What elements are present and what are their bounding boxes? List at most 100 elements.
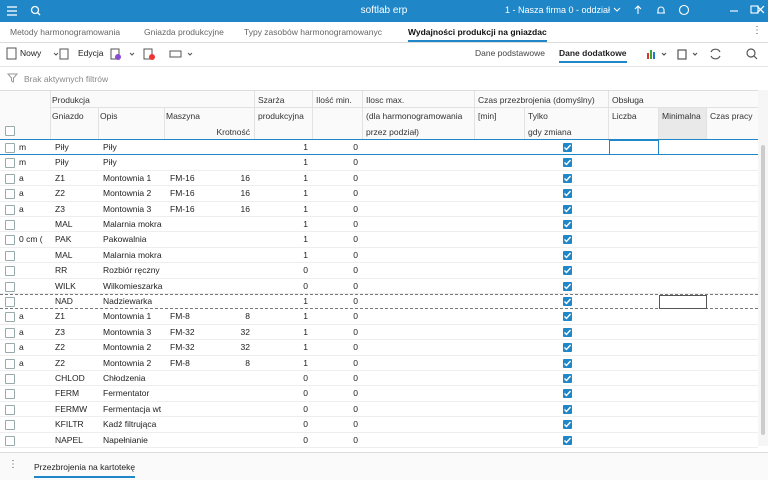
header-checkbox[interactable] [5, 126, 15, 136]
column-header: [min] [478, 111, 496, 121]
checkbox-checked[interactable] [563, 143, 572, 152]
cell: Pakowalnia [103, 232, 163, 247]
cell: FM-16 [170, 202, 210, 217]
checkbox-checked[interactable] [563, 251, 572, 260]
header-rule [50, 107, 758, 108]
row-checkbox[interactable] [5, 143, 15, 153]
row-checkbox[interactable] [5, 158, 15, 168]
column-header: Gniazdo [52, 111, 84, 121]
row-checkbox[interactable] [5, 420, 15, 430]
cell: Rozbiór ręczny [103, 263, 163, 278]
cell: MAL [55, 217, 97, 232]
row-checkbox[interactable] [5, 374, 15, 384]
row-checkbox[interactable] [5, 266, 15, 276]
cell: 1 [258, 140, 308, 155]
column-header: Krotność [212, 127, 250, 137]
row-checkbox[interactable] [5, 220, 15, 230]
row-checkbox[interactable] [5, 297, 15, 307]
row-checkbox[interactable] [5, 312, 15, 322]
checkbox-checked[interactable] [563, 436, 572, 445]
checkbox-checked[interactable] [563, 374, 572, 383]
cell: a [19, 309, 49, 324]
row-checkbox[interactable] [5, 205, 15, 215]
scrollbar[interactable] [758, 90, 768, 446]
checkbox-checked[interactable] [563, 220, 572, 229]
company-select[interactable]: 1 - Nasza firma 0 - oddział [505, 5, 610, 15]
toolbar-right-icons[interactable] [645, 47, 765, 61]
row-checkbox[interactable] [5, 343, 15, 353]
checkbox-checked[interactable] [563, 312, 572, 321]
row-checkbox[interactable] [5, 405, 15, 415]
tab[interactable]: Wydajności produkcji na gniazdac [408, 27, 547, 42]
window-controls[interactable] [612, 4, 762, 18]
row-checkbox[interactable] [5, 174, 15, 184]
checkbox-checked[interactable] [563, 189, 572, 198]
checkbox-checked[interactable] [563, 205, 572, 214]
col-divider [312, 91, 313, 139]
view-tab[interactable]: Dane podstawowe [475, 48, 545, 61]
column-header: Minimalna [662, 111, 701, 121]
row-checkbox[interactable] [5, 282, 15, 292]
cell: 0 [316, 202, 358, 217]
col-divider [254, 91, 255, 139]
checkbox-checked[interactable] [563, 174, 572, 183]
cell: Montownia 1 [103, 171, 163, 186]
cell: 1 [258, 186, 308, 201]
close-button[interactable] [756, 5, 768, 17]
bottom-menu[interactable]: ⋮ [8, 459, 18, 470]
cell: Nadziewarka [103, 294, 163, 309]
checkbox-checked[interactable] [563, 328, 572, 337]
cell: RR [55, 263, 97, 278]
cell: 0 [258, 417, 308, 432]
new-button[interactable]: Nowy [20, 48, 41, 58]
cell: Montownia 2 [103, 356, 163, 371]
column-header: (dla harmonogramowania [366, 111, 462, 121]
row-checkbox[interactable] [5, 235, 15, 245]
row-checkbox[interactable] [5, 436, 15, 446]
view-tab[interactable]: Dane dodatkowe [559, 48, 627, 63]
cell: Montownia 2 [103, 340, 163, 355]
checkbox-checked[interactable] [563, 266, 572, 275]
checkbox-checked[interactable] [563, 405, 572, 414]
checkbox-checked[interactable] [563, 297, 572, 306]
row-checkbox[interactable] [5, 189, 15, 199]
edit-cell[interactable] [659, 295, 707, 309]
column-header: Czas pracy [710, 111, 753, 121]
cell: 1 [258, 309, 308, 324]
tab[interactable]: Gniazda produkcyjne [144, 27, 224, 40]
tab[interactable]: Metody harmonogramowania [10, 27, 120, 40]
row-checkbox[interactable] [5, 328, 15, 338]
filter-icon[interactable] [7, 72, 19, 84]
cell: Montownia 2 [103, 186, 163, 201]
cell: Z2 [55, 340, 97, 355]
checkbox-checked[interactable] [563, 158, 572, 167]
cell: 0 [258, 402, 308, 417]
menu-search-icons[interactable] [6, 5, 46, 17]
checkbox-checked[interactable] [563, 343, 572, 352]
tab[interactable]: Typy zasobów harmonogramowanyc [244, 27, 382, 40]
cell: a [19, 325, 49, 340]
column-header: Ilosc max. [366, 95, 404, 105]
cell: 32 [212, 325, 250, 340]
checkbox-checked[interactable] [563, 389, 572, 398]
checkbox-checked[interactable] [563, 359, 572, 368]
row-checkbox[interactable] [5, 359, 15, 369]
row-checkbox[interactable] [5, 251, 15, 261]
cell: Fermentacja wt [103, 402, 163, 417]
checkbox-checked[interactable] [563, 282, 572, 291]
tab-menu[interactable]: ⋮ [752, 25, 762, 36]
cell: Piły [55, 155, 97, 170]
bottom-tab[interactable]: Przezbrojenia na kartotekę [34, 462, 135, 478]
edit-button[interactable]: Edycja [78, 48, 104, 58]
cell: 1 [258, 325, 308, 340]
row-checkbox[interactable] [5, 389, 15, 399]
bottom-bar: ⋮ Przezbrojenia na kartotekę [0, 452, 768, 480]
cell: 1 [258, 356, 308, 371]
cell: 1 [258, 155, 308, 170]
cell: Z3 [55, 325, 97, 340]
checkbox-checked[interactable] [563, 420, 572, 429]
cell: 0 [316, 402, 358, 417]
scroll-thumb[interactable] [761, 145, 765, 435]
cell: 0 [316, 356, 358, 371]
checkbox-checked[interactable] [563, 235, 572, 244]
